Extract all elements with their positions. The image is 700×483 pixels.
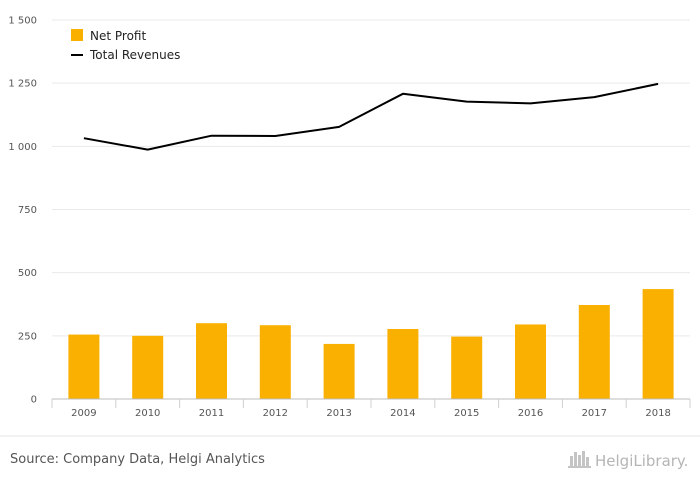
library-icon [568, 451, 591, 468]
x-tick-label: 2014 [390, 408, 415, 419]
x-tick-label: 2018 [645, 408, 670, 419]
legend: Net Profit Total Revenues [71, 29, 180, 62]
x-tick-label: 2010 [135, 408, 160, 419]
bar-net-profit [578, 305, 610, 399]
y-tick-label: 0 [31, 395, 37, 406]
total-revenues-line-group [83, 82, 659, 151]
bar-net-profit [68, 334, 100, 399]
x-tick-label: 2017 [582, 408, 607, 419]
bar-net-profit [196, 323, 227, 399]
bar-net-profit [642, 289, 674, 399]
x-tick-label: 2015 [454, 408, 479, 419]
brand-logo: HelgiLibrary. [568, 451, 688, 470]
x-tick-label: 2009 [71, 408, 96, 419]
y-axis-tick-labels: 0 250 500 750 1 000 1 250 1 500 [8, 16, 37, 406]
y-tick-label: 500 [18, 268, 37, 279]
y-tick-label: 750 [18, 205, 37, 216]
bar-net-profit [259, 325, 291, 399]
legend-label-net-profit: Net Profit [90, 29, 146, 43]
legend-label-total-revenues: Total Revenues [89, 48, 180, 62]
x-tick-label: 2011 [199, 408, 224, 419]
y-tick-label: 1 250 [8, 79, 37, 90]
line-total-revenues [83, 82, 659, 151]
brand-name: HelgiLibrary. [595, 452, 688, 470]
grid-lines [52, 19, 690, 337]
bar-net-profit [451, 336, 483, 399]
x-tick-label: 2013 [326, 408, 351, 419]
net-profit-bars [68, 289, 674, 399]
x-axis: 2009 2010 2011 2012 2013 2014 2015 2016 2017 2018 [51, 398, 691, 419]
bar-net-profit [515, 324, 546, 399]
bar-net-profit [132, 335, 164, 399]
bar-net-profit [323, 343, 355, 399]
x-tick-label: 2012 [263, 408, 288, 419]
x-tick-label: 2016 [518, 408, 543, 419]
y-tick-label: 1 500 [8, 16, 37, 27]
footer: Source: Company Data, Helgi Analytics He… [0, 435, 700, 470]
y-tick-label: 1 000 [8, 142, 37, 153]
source-text: Source: Company Data, Helgi Analytics [10, 452, 265, 467]
legend-swatch-net-profit [71, 29, 83, 41]
y-tick-label: 250 [18, 331, 37, 342]
bar-net-profit [387, 329, 419, 399]
